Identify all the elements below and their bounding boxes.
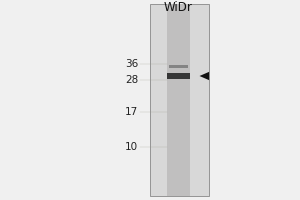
- Text: WiDr: WiDr: [164, 1, 193, 14]
- Bar: [169, 65, 188, 68]
- Text: 36: 36: [125, 59, 138, 69]
- Polygon shape: [200, 72, 209, 80]
- Bar: [150, 4, 208, 196]
- Text: 17: 17: [125, 107, 138, 117]
- Text: 10: 10: [125, 142, 138, 152]
- Bar: [167, 4, 190, 196]
- Text: 28: 28: [125, 75, 138, 85]
- Bar: [167, 73, 190, 79]
